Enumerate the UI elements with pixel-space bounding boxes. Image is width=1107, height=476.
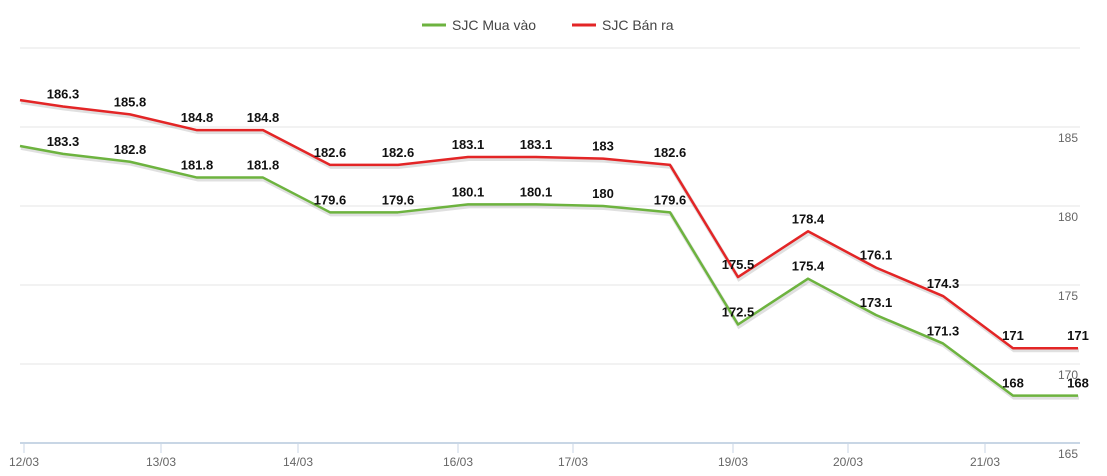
data-label: 180.1	[520, 184, 553, 199]
data-label: 180	[592, 186, 614, 201]
data-label: 168	[1067, 376, 1089, 391]
data-label: 182.6	[314, 145, 347, 160]
x-tick-label: 17/03	[558, 455, 588, 469]
y-tick-label: 185	[1058, 131, 1078, 145]
x-tick-label: 14/03	[283, 455, 313, 469]
data-label: 184.8	[181, 110, 214, 125]
data-label: 184.8	[247, 110, 280, 125]
data-label: 173.1	[860, 295, 893, 310]
data-label: 179.6	[382, 192, 415, 207]
series-shadow	[20, 145, 1079, 400]
data-label: 171	[1067, 328, 1089, 343]
data-label: 183.1	[452, 137, 485, 152]
x-tick-label: 16/03	[443, 455, 473, 469]
legend-item: SJC Mua vào	[452, 17, 536, 33]
y-tick-label: 175	[1058, 289, 1078, 303]
y-tick-label: 165	[1058, 447, 1078, 461]
data-label: 171	[1002, 328, 1024, 343]
data-label: 179.6	[654, 192, 687, 207]
data-label: 168	[1002, 376, 1024, 391]
x-tick-label: 21/03	[970, 455, 1000, 469]
data-label: 183.3	[47, 134, 80, 149]
data-label: 183	[592, 139, 614, 154]
x-tick-label: 20/03	[833, 455, 863, 469]
y-tick-label: 180	[1058, 210, 1078, 224]
legend-item: SJC Bán ra	[602, 17, 674, 33]
data-label: 172.5	[722, 305, 755, 320]
data-label: 171.3	[927, 323, 960, 338]
data-label: 175.5	[722, 257, 755, 272]
data-label: 183.1	[520, 137, 553, 152]
x-tick-label: 13/03	[146, 455, 176, 469]
data-label: 179.6	[314, 192, 347, 207]
data-label: 181.8	[181, 158, 214, 173]
data-label: 174.3	[927, 276, 960, 291]
data-label: 182.6	[654, 145, 687, 160]
x-tick-label: 12/03	[9, 455, 39, 469]
x-tick-label: 19/03	[718, 455, 748, 469]
data-label: 178.4	[792, 211, 825, 226]
data-label: 180.1	[452, 184, 485, 199]
series-shadow	[20, 100, 1079, 353]
data-label: 176.1	[860, 248, 893, 263]
data-label: 185.8	[114, 94, 147, 109]
data-label: 175.4	[792, 259, 825, 274]
data-label: 182.8	[114, 142, 147, 157]
data-label: 182.6	[382, 145, 415, 160]
y-tick-label: 170	[1058, 368, 1078, 382]
series-line-mua-vao	[19, 144, 1078, 397]
data-label: 186.3	[47, 86, 80, 101]
data-label: 181.8	[247, 158, 280, 173]
